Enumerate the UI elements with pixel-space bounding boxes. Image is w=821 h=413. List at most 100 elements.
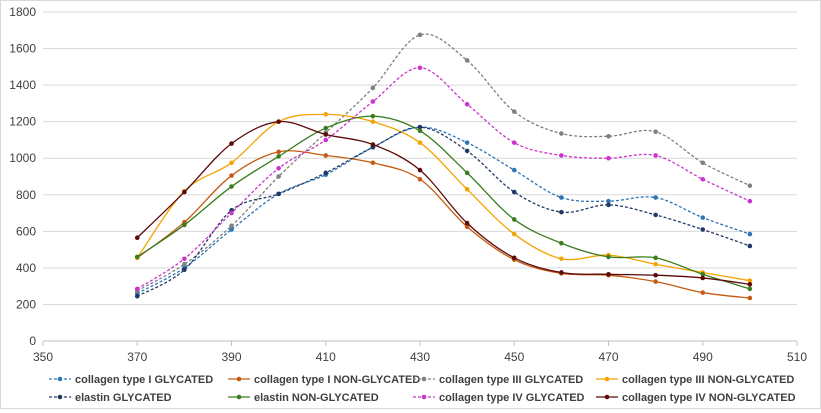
data-point xyxy=(276,149,281,155)
data-point xyxy=(511,140,517,145)
data-point xyxy=(229,227,234,232)
x-tick-label: 410 xyxy=(316,350,336,364)
data-point xyxy=(417,32,423,38)
data-point xyxy=(417,140,423,145)
series-line xyxy=(136,115,751,290)
legend-swatch-marker xyxy=(421,376,427,382)
data-point xyxy=(464,102,470,107)
x-tick-label: 370 xyxy=(127,350,147,364)
data-point xyxy=(464,140,470,145)
data-point xyxy=(276,174,281,179)
data-point xyxy=(653,261,658,267)
series-line xyxy=(136,126,751,295)
legend-item: collagen type I GLYCATED xyxy=(49,374,213,386)
data-point xyxy=(559,153,564,158)
series-collagen-type-iii-glycated xyxy=(134,32,753,294)
series-line xyxy=(136,126,751,297)
data-point xyxy=(511,109,517,114)
data-point xyxy=(229,141,234,146)
data-point xyxy=(559,209,564,215)
data-point xyxy=(323,137,329,143)
series-elastin-non-glycated xyxy=(134,113,753,292)
data-point xyxy=(464,58,470,63)
y-tick-label: 1400 xyxy=(9,78,36,92)
legend-swatch-marker xyxy=(57,376,63,382)
data-point xyxy=(606,155,611,161)
legend-item: collagen type III NON-GLYCATED xyxy=(596,374,794,386)
data-point xyxy=(323,132,329,137)
y-tick-label: 0 xyxy=(29,334,36,348)
data-point xyxy=(747,243,753,249)
gridlines xyxy=(43,11,797,305)
data-point xyxy=(653,272,658,278)
legend-label: collagen type I GLYCATED xyxy=(75,374,213,386)
x-tick-label: 350 xyxy=(33,350,53,364)
data-point xyxy=(464,224,470,230)
data-point xyxy=(653,255,658,261)
data-point xyxy=(417,176,423,182)
legend-swatch-marker xyxy=(604,376,610,382)
legend-label: elastin NON-GLYCATED xyxy=(254,392,379,404)
legend-swatch-marker xyxy=(236,394,242,400)
legend-swatch-marker xyxy=(421,394,427,400)
data-point xyxy=(511,167,517,173)
data-point xyxy=(370,85,376,91)
data-point xyxy=(229,184,234,189)
series-line xyxy=(136,67,751,290)
data-point xyxy=(229,173,234,178)
data-point xyxy=(606,271,611,277)
axes: 0 200 400 600 800 1000 1200 1400 1600 1800 350 370 3… xyxy=(9,5,807,364)
y-tick-label: 1200 xyxy=(9,115,36,129)
data-point xyxy=(370,99,376,104)
series-line xyxy=(136,33,751,292)
data-point xyxy=(464,186,470,192)
data-point xyxy=(276,165,281,171)
y-tick-label: 800 xyxy=(16,188,36,202)
y-tick-label: 600 xyxy=(16,224,36,238)
data-point xyxy=(276,154,281,159)
legend-label: elastin GLYCATED xyxy=(75,392,172,404)
data-point xyxy=(134,254,140,260)
data-point xyxy=(323,125,329,131)
data-point xyxy=(370,160,376,166)
data-point xyxy=(511,231,517,237)
data-point xyxy=(559,131,564,136)
legend-label: collagen type I NON-GLYCATED xyxy=(254,374,420,386)
series-lines xyxy=(134,32,753,301)
data-point xyxy=(464,220,470,226)
data-point xyxy=(700,271,706,277)
x-tick-label: 470 xyxy=(598,350,618,364)
data-point xyxy=(464,170,470,176)
data-point xyxy=(653,153,658,158)
data-point xyxy=(417,124,423,130)
data-point xyxy=(747,198,753,204)
data-point xyxy=(511,189,517,195)
data-point xyxy=(182,261,187,267)
data-point xyxy=(134,286,140,292)
legend-item: collagen type III GLYCATED xyxy=(413,374,583,386)
x-tick-label: 430 xyxy=(410,350,430,364)
legend: collagen type I GLYCATED collagen type I … xyxy=(49,374,796,404)
legend-item: elastin NON-GLYCATED xyxy=(228,392,379,404)
data-point xyxy=(370,142,376,147)
data-point xyxy=(134,293,140,299)
legend-item: elastin GLYCATED xyxy=(49,392,172,404)
data-point xyxy=(653,129,658,135)
series-collagen-type-i-non-glycated xyxy=(134,149,753,301)
data-point xyxy=(134,235,140,241)
data-point xyxy=(182,222,187,228)
data-point xyxy=(700,160,706,166)
data-point xyxy=(229,160,234,166)
data-point xyxy=(464,148,470,154)
data-point xyxy=(559,256,564,262)
data-point xyxy=(229,210,234,216)
legend-swatch-marker xyxy=(57,394,63,400)
data-point xyxy=(700,290,706,295)
data-point xyxy=(511,217,517,222)
data-point xyxy=(182,267,187,273)
data-point xyxy=(747,295,753,301)
data-point xyxy=(370,113,376,119)
x-tick-label: 450 xyxy=(504,350,524,364)
data-point xyxy=(276,191,281,197)
